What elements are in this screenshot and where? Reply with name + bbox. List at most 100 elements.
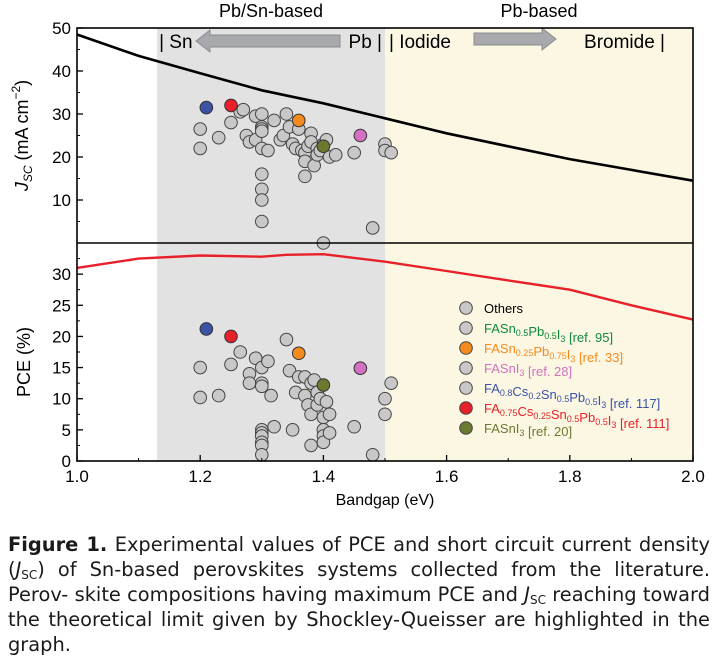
pce-point-highlight — [316, 378, 331, 392]
legend-label-part: FASn — [484, 321, 516, 336]
jsc-y-tick-label: 20 — [52, 148, 71, 167]
legend-label-part: 0.75 — [500, 408, 518, 418]
ylabel-sub: SC — [21, 165, 35, 182]
pce-y-tick-label: 15 — [52, 359, 71, 378]
pce-point-others — [319, 395, 334, 409]
legend-marker — [459, 401, 473, 415]
region-label-pb: Pb | — [349, 32, 382, 53]
legend-marker — [459, 361, 473, 375]
legend-label: FA0.8Cs0.2Sn0.5Pb0.5I3 [ref. 117] — [484, 381, 660, 411]
pce-limit-line — [76, 252, 694, 321]
legend-label-part: 0.75 — [549, 351, 567, 361]
legend-label-part: 0.5 — [516, 328, 529, 338]
legend-label-part: 0.5 — [595, 417, 608, 427]
legend-label-part: FA — [484, 401, 500, 416]
legend-label-part: 0.25 — [516, 348, 534, 358]
legend-label-part: FASn — [484, 341, 516, 356]
jsc-point-others — [279, 107, 294, 121]
legend-label-part: 3 — [601, 400, 606, 410]
legend-label-part: 0.8 — [500, 388, 513, 398]
pce-point-highlight — [224, 329, 238, 344]
jsc-point-others — [298, 169, 312, 184]
legend-label-part: 3 — [570, 354, 575, 364]
region-arrows — [195, 26, 557, 54]
legend-label: FASnI3 [ref. 20] — [484, 421, 572, 439]
pce-point-others — [322, 426, 337, 440]
pce-point-others — [261, 354, 275, 369]
jsc-point-others — [328, 148, 343, 162]
region-label-bromide: Bromide | — [584, 32, 665, 53]
region-titles: Pb/Sn-based Pb-based — [219, 1, 578, 21]
legend-label-part: 0.25 — [533, 411, 551, 421]
pce-point-others — [316, 435, 331, 450]
ylabel-j: J — [12, 181, 32, 192]
arrow-bromide-right — [473, 26, 557, 52]
pce-y-tick-label: 25 — [52, 296, 71, 315]
pce-point-others — [242, 376, 257, 390]
legend-marker — [459, 421, 473, 435]
pce-y-tick-label: 0 — [62, 452, 71, 471]
jsc-y-tick-label: 30 — [52, 105, 71, 124]
limit-lines — [76, 33, 694, 321]
jsc-point-others — [254, 193, 269, 207]
pce-point-others — [378, 391, 392, 406]
pce-y-tick-label: 5 — [62, 421, 71, 440]
legend-label-part: 0.5 — [557, 394, 570, 404]
jsc-point-others — [365, 221, 380, 235]
region-shading — [157, 28, 693, 461]
region-lead-shade — [385, 28, 693, 461]
pce-point-highlight — [199, 322, 214, 336]
pce-point-highlight — [291, 346, 306, 361]
jsc-point-others — [193, 141, 207, 156]
jsc-limit-line — [76, 33, 694, 182]
jsc-point-highlight — [316, 139, 331, 154]
legend-label-part: 0.2 — [528, 391, 541, 401]
jsc-point-others — [254, 107, 269, 121]
legend-label-part: 3 — [611, 420, 616, 430]
pce-point-others — [365, 447, 380, 462]
legend-label-part: [ref. 28] — [524, 364, 572, 379]
pce-point-others — [267, 419, 281, 434]
legend-label-part: I — [557, 327, 561, 342]
x-tick-label: 1.0 — [65, 467, 89, 486]
legend-label-part: Others — [484, 301, 524, 316]
axis-ticks: 10 20 30 40 50 0 5 10 15 20 25 30 1.0 1.2 1.4 1.6 1.8 2.0 — [52, 19, 705, 486]
jsc-point-others — [347, 145, 362, 160]
legend-label: FA0.75Cs0.25Sn0.5Pb0.5I3 [ref. 111] — [484, 401, 669, 431]
jsc-y-tick-label: 40 — [52, 62, 71, 81]
caption-line4: theoretical limit given by Shockley-Quei… — [8, 608, 710, 656]
caption-jsc-j: J — [15, 558, 22, 581]
legend-label-part: [ref. 33] — [575, 350, 623, 365]
legend-label-part: I — [598, 393, 602, 408]
legend-label-part: Cs — [517, 404, 533, 419]
x-axis-label: Bandgap (eV) — [336, 492, 435, 509]
jsc-point-highlight — [291, 113, 306, 128]
pce-point-others — [285, 423, 300, 437]
pce-point-others — [193, 390, 207, 405]
legend-label-part: FA — [484, 381, 500, 396]
legend-label-part: [ref. 117] — [606, 396, 660, 411]
legend-label-part: 3 — [560, 334, 565, 344]
jsc-point-others — [254, 214, 269, 229]
x-tick-label: 1.4 — [312, 467, 336, 486]
pce-point-others — [279, 332, 294, 347]
legend-label-part: Sn — [551, 407, 567, 422]
legend-label-part: Pb — [528, 324, 544, 339]
legend-marker — [459, 301, 473, 315]
y-axis-label-jsc: JSC (mA cm−2) — [9, 80, 35, 192]
caption-line3-j: J — [524, 583, 530, 606]
jsc-y-tick-label: 10 — [52, 191, 71, 210]
caption-line3-sub: SC — [529, 593, 546, 607]
pce-point-others — [378, 407, 392, 422]
caption-line3: skite compositions having maximum PCE an… — [74, 583, 518, 606]
data-points — [193, 98, 398, 462]
jsc-point-others — [384, 145, 398, 160]
x-tick-label: 2.0 — [681, 467, 705, 486]
jsc-point-others — [254, 124, 269, 138]
pce-point-others — [264, 388, 278, 403]
pce-point-highlight — [353, 361, 368, 375]
jsc-point-others — [267, 113, 281, 128]
legend-label-part: 0.5 — [585, 397, 598, 407]
legend-label-part: 0.5 — [544, 331, 557, 341]
legend-marker — [459, 341, 473, 355]
